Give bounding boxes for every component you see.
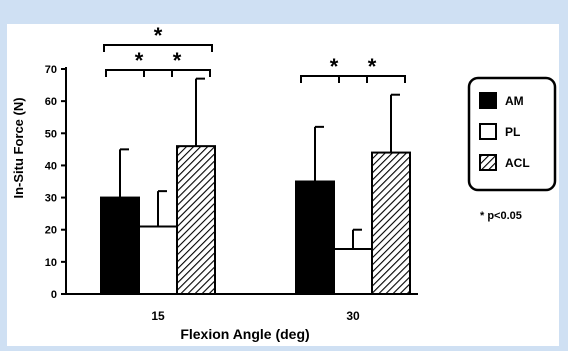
significance-bracket xyxy=(300,75,368,83)
figure-panel xyxy=(7,24,559,346)
significance-star: * xyxy=(135,48,144,73)
legend-swatch-acl xyxy=(479,154,497,171)
bar-acl xyxy=(176,145,216,295)
bar-am xyxy=(100,196,140,295)
y-tick-label: 0 xyxy=(51,289,57,301)
y-tick-label: 10 xyxy=(45,257,57,269)
significance-bracket xyxy=(103,44,213,52)
bar-pl xyxy=(138,225,178,295)
significance-star: * xyxy=(330,54,339,79)
significance-star: * xyxy=(173,48,182,73)
significance-star: * xyxy=(154,23,163,48)
significance-bracket xyxy=(105,69,173,77)
y-tick-label: 70 xyxy=(45,64,57,76)
y-tick-label: 60 xyxy=(45,96,57,108)
significance-bracket xyxy=(338,75,406,83)
y-tick-label: 50 xyxy=(45,128,57,140)
legend-swatch-am xyxy=(479,92,497,109)
significance-note: * p<0.05 xyxy=(480,210,522,222)
x-axis-label: Flexion Angle (deg) xyxy=(180,326,309,342)
y-tick-label: 20 xyxy=(45,225,57,237)
legend-label-pl: PL xyxy=(505,125,520,139)
bar-acl xyxy=(371,151,411,295)
bar-am xyxy=(295,180,335,295)
y-tick-label: 30 xyxy=(45,193,57,205)
legend-label-acl: ACL xyxy=(505,156,530,170)
x-tick-label: 30 xyxy=(346,309,360,323)
legend-swatch-pl xyxy=(479,123,497,140)
bar-pl xyxy=(333,248,373,295)
significance-bracket xyxy=(143,69,211,77)
x-tick-label: 15 xyxy=(151,309,165,323)
y-tick-label: 40 xyxy=(45,160,57,172)
significance-star: * xyxy=(368,54,377,79)
y-axis-label: In-Situ Force (N) xyxy=(11,97,26,198)
legend-label-am: AM xyxy=(505,94,524,108)
